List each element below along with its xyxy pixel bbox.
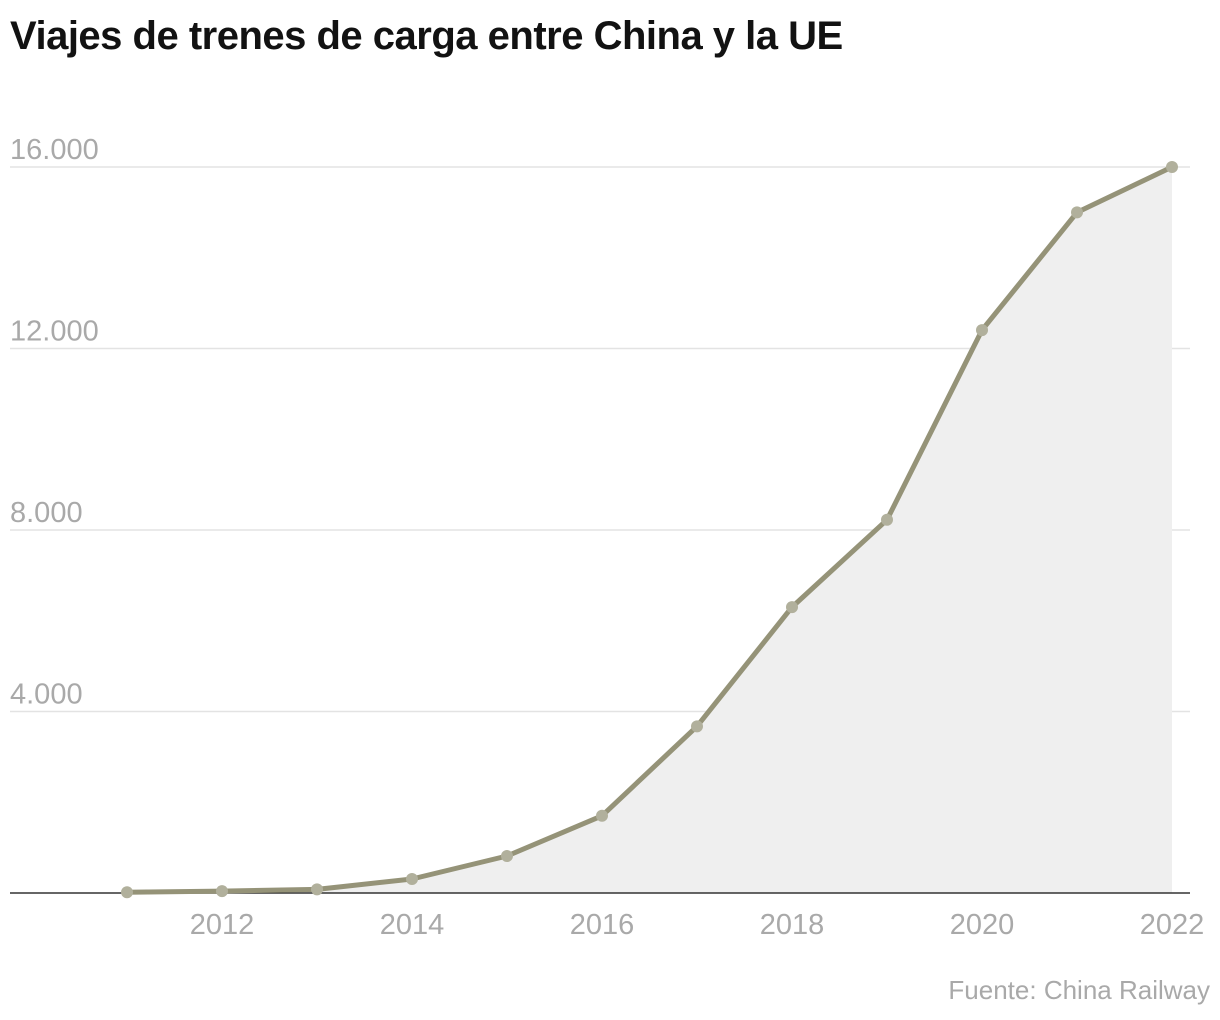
- source-note: Fuente: China Railway: [948, 975, 1210, 1005]
- data-point: [786, 601, 798, 614]
- data-point: [501, 850, 513, 863]
- y-tick-label: 8.000: [10, 497, 83, 529]
- data-point: [881, 513, 893, 526]
- x-tick-label: 2014: [380, 909, 445, 941]
- x-tick-label: 2018: [760, 909, 825, 941]
- data-point: [216, 885, 228, 898]
- area-fill: [127, 167, 1172, 893]
- x-tick-label: 2012: [190, 909, 255, 941]
- y-tick-labels: 4.000 8.000 12.000 16.000: [10, 134, 99, 711]
- y-tick-label: 4.000: [10, 679, 83, 711]
- data-point: [311, 883, 323, 896]
- chart-title: Viajes de trenes de carga entre China y …: [10, 14, 843, 58]
- data-points: [121, 161, 1178, 899]
- data-point: [691, 720, 703, 733]
- y-tick-label: 16.000: [10, 134, 99, 166]
- x-tick-label: 2020: [950, 909, 1015, 941]
- x-tick-label: 2016: [570, 909, 635, 941]
- data-point: [1166, 161, 1178, 173]
- y-tick-label: 12.000: [10, 316, 99, 348]
- x-tick-labels: 2012 2014 2016 2018 2020 2022: [190, 909, 1205, 941]
- data-point: [1071, 206, 1083, 219]
- data-point: [406, 873, 418, 886]
- data-point: [121, 886, 133, 899]
- series-line: [124, 164, 1175, 895]
- data-point: [976, 324, 988, 337]
- data-point: [596, 809, 608, 822]
- x-tick-label: 2022: [1140, 909, 1205, 941]
